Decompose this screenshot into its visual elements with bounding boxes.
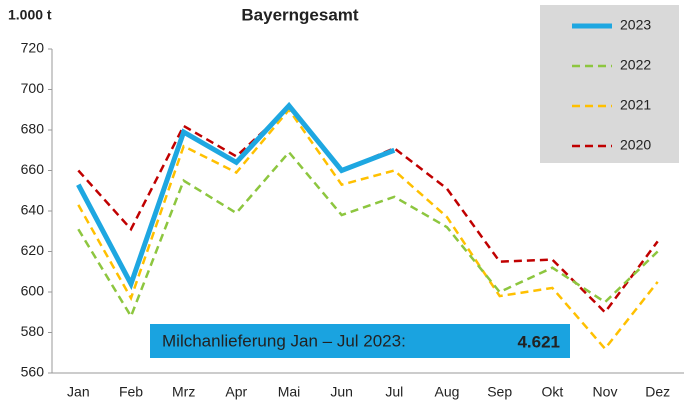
- x-tick-label: Jul: [385, 384, 403, 400]
- line-series: [77, 107, 659, 351]
- x-tick-label: Sep: [487, 384, 512, 400]
- y-tick-label: 640: [21, 202, 45, 218]
- line-series: [76, 101, 396, 291]
- y-tick-label: 580: [21, 323, 45, 339]
- legend-label: 2023: [620, 17, 651, 33]
- x-tick-label: Jun: [330, 384, 353, 400]
- y-tick-label: 700: [21, 80, 45, 96]
- y-tick-label: 560: [21, 364, 45, 380]
- y-tick-label: 600: [21, 283, 45, 299]
- legend-label: 2022: [620, 57, 651, 73]
- annotation-box: [150, 324, 570, 358]
- annotation-value: 4.621: [517, 332, 560, 351]
- x-tick-label: Jan: [67, 384, 90, 400]
- line-series: [77, 105, 659, 315]
- x-tick-label: Aug: [435, 384, 460, 400]
- legend-box: [540, 5, 679, 163]
- y-tick-label: 620: [21, 242, 45, 258]
- y-tick-label: 660: [21, 161, 45, 177]
- y-tick-label: 680: [21, 121, 45, 137]
- y-axis-unit: 1.000 t: [8, 7, 52, 23]
- x-tick-label: Nov: [593, 384, 618, 400]
- chart-title: Bayerngesamt: [241, 5, 359, 24]
- x-tick-label: Mai: [278, 384, 301, 400]
- x-tick-label: Dez: [645, 384, 670, 400]
- annotation-text: Milchanlieferung Jan – Jul 2023:: [162, 331, 406, 350]
- legend-label: 2021: [620, 97, 651, 113]
- x-tick-label: Feb: [119, 384, 143, 400]
- x-tick-label: Okt: [541, 384, 563, 400]
- line-series: [77, 150, 659, 320]
- y-tick-label: 720: [21, 40, 45, 56]
- x-tick-label: Apr: [225, 384, 247, 400]
- x-tick-label: Mrz: [172, 384, 195, 400]
- legend-label: 2020: [620, 137, 651, 153]
